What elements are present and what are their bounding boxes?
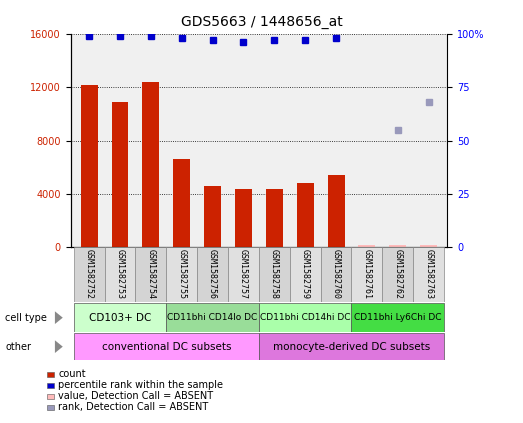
Bar (111, 102, 129, 247)
Text: percentile rank within the sample: percentile rank within the sample (58, 380, 223, 390)
Text: GSM1582763: GSM1582763 (424, 249, 433, 299)
Polygon shape (55, 340, 63, 353)
Bar (297, 184, 314, 247)
Bar (135, 247, 166, 302)
Text: other: other (5, 342, 31, 352)
Text: GSM1582756: GSM1582756 (208, 249, 217, 299)
Bar (204, 186, 221, 247)
Bar (259, 303, 351, 332)
Text: cell type: cell type (5, 313, 47, 323)
Bar (259, 247, 290, 302)
Bar (321, 247, 351, 302)
Text: CD103+ DC: CD103+ DC (89, 313, 151, 323)
Bar (351, 247, 382, 302)
Text: GSM1582760: GSM1582760 (332, 249, 340, 299)
Text: GDS5663 / 1448656_at: GDS5663 / 1448656_at (180, 15, 343, 29)
Bar (228, 247, 259, 302)
Text: CD11bhi CD14lo DC: CD11bhi CD14lo DC (167, 313, 258, 322)
Bar (290, 247, 321, 302)
Bar (413, 247, 444, 302)
Bar (327, 176, 345, 247)
Text: CD11bhi CD14hi DC: CD11bhi CD14hi DC (260, 313, 350, 322)
Text: count: count (58, 369, 86, 379)
Text: GSM1582761: GSM1582761 (362, 249, 371, 299)
Bar (74, 303, 166, 332)
Bar (235, 189, 252, 247)
Bar (166, 247, 197, 302)
Bar (166, 303, 259, 332)
Bar (173, 159, 190, 247)
Bar (266, 189, 283, 247)
Text: conventional DC subsets: conventional DC subsets (101, 342, 231, 352)
Bar (74, 333, 259, 360)
Bar (142, 82, 160, 247)
Text: GSM1582753: GSM1582753 (116, 249, 124, 299)
Bar (197, 247, 228, 302)
Text: GSM1582755: GSM1582755 (177, 249, 186, 299)
Bar (259, 333, 444, 360)
Bar (105, 247, 135, 302)
Text: CD11bhi Ly6Chi DC: CD11bhi Ly6Chi DC (354, 313, 441, 322)
Bar (389, 245, 406, 247)
Text: GSM1582758: GSM1582758 (270, 249, 279, 299)
Text: value, Detection Call = ABSENT: value, Detection Call = ABSENT (58, 391, 213, 401)
Text: GSM1582757: GSM1582757 (239, 249, 248, 299)
Bar (420, 245, 437, 247)
Text: GSM1582762: GSM1582762 (393, 249, 402, 299)
Polygon shape (55, 311, 63, 324)
Bar (74, 247, 105, 302)
Bar (81, 85, 98, 247)
Text: monocyte-derived DC subsets: monocyte-derived DC subsets (273, 342, 430, 352)
Text: rank, Detection Call = ABSENT: rank, Detection Call = ABSENT (58, 402, 208, 412)
Text: GSM1582759: GSM1582759 (301, 249, 310, 299)
Bar (358, 245, 376, 247)
Text: GSM1582752: GSM1582752 (85, 249, 94, 299)
Bar (382, 247, 413, 302)
Text: GSM1582754: GSM1582754 (146, 249, 155, 299)
Bar (351, 303, 444, 332)
